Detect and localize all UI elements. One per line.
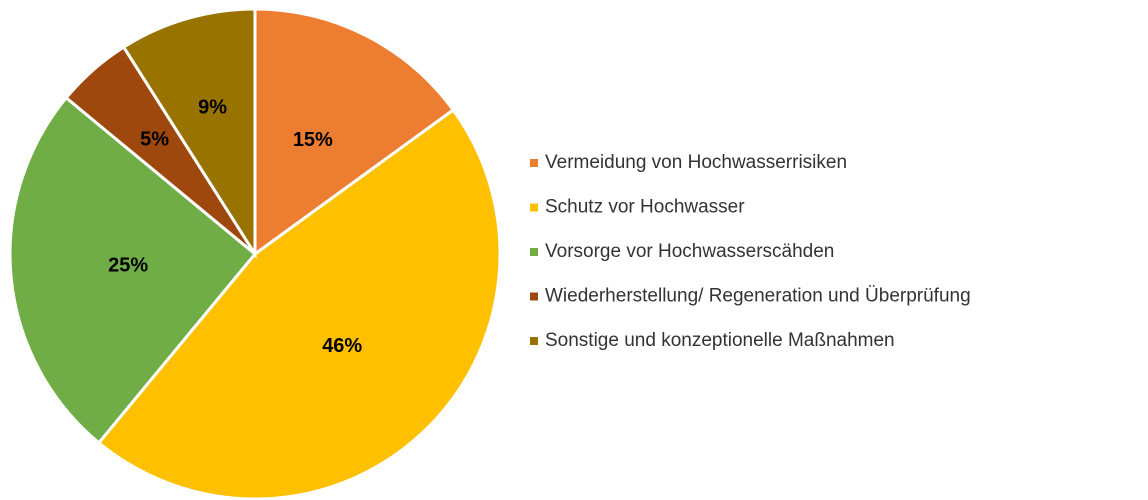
pie-slice [253, 7, 456, 257]
legend-label: Vermeidung von Hochwasserrisiken [545, 152, 847, 173]
legend-label: Schutz vor Hochwasser [545, 197, 745, 218]
pie-slice [96, 107, 502, 500]
value-label: 5% [140, 128, 169, 150]
legend-swatch [530, 203, 538, 212]
value-label: 15% [293, 129, 333, 151]
legend-swatch [530, 159, 538, 167]
legend-label: Vorsorge vor Hochwasserscähden [545, 241, 834, 262]
legend-label: Sonstige und konzeptionelle Maßnahmen [545, 330, 895, 351]
legend-swatch [530, 292, 538, 301]
value-label: 9% [198, 96, 227, 118]
value-label: 46% [322, 335, 362, 357]
pie-slice [121, 7, 257, 260]
value-label: 25% [108, 254, 148, 276]
pie-slice [8, 95, 258, 445]
legend-swatch [530, 337, 538, 345]
legend-label: Wiederherstellung/ Regeneration und Über… [545, 286, 971, 307]
legend-swatch [530, 248, 538, 256]
